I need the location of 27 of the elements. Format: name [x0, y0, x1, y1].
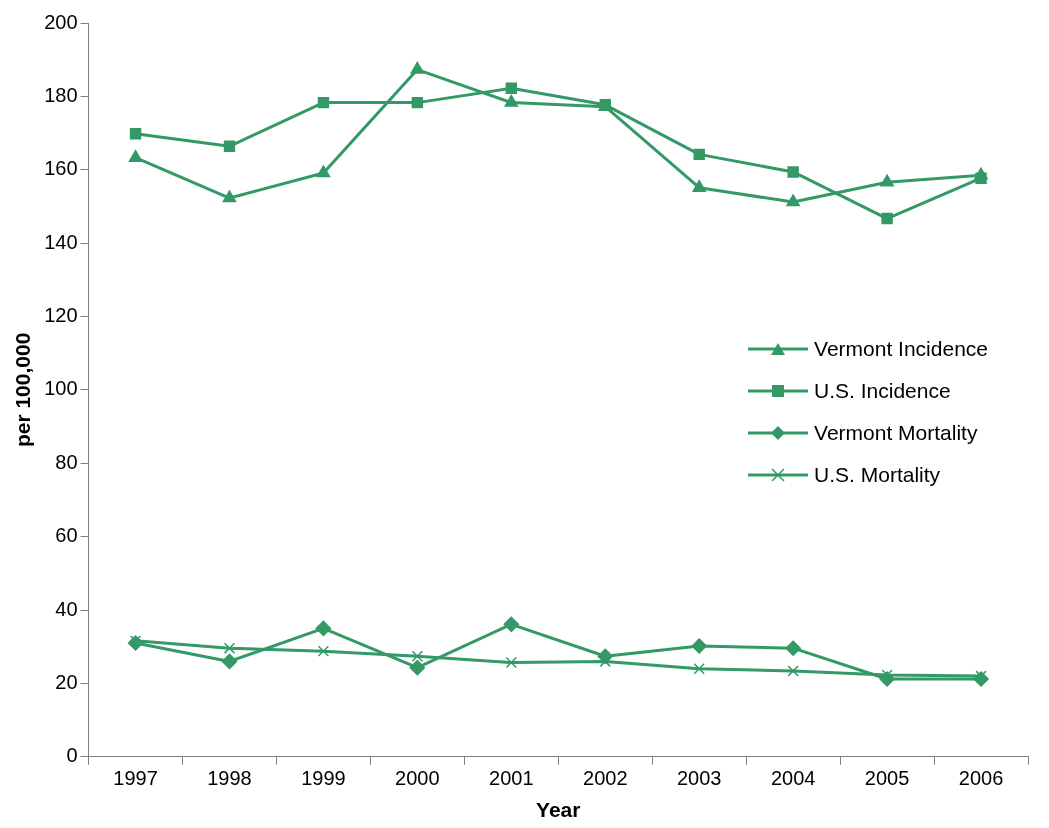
y-tick-label: 100 [44, 377, 78, 400]
y-tick-label: 60 [55, 524, 78, 547]
x-tick-label: 1999 [301, 767, 346, 790]
x-axis-title: Year [536, 798, 581, 822]
x-tick-label: 2004 [770, 767, 816, 790]
y-tick-label: 140 [44, 230, 78, 253]
x-tick-label: 2003 [676, 767, 722, 790]
legend-label: Vermont Incidence [814, 337, 988, 361]
y-tick-label: 120 [44, 304, 78, 327]
x-tick-label: 1998 [207, 767, 252, 790]
y-tick-label: 40 [55, 597, 78, 620]
x-tick-label: 2000 [395, 767, 440, 790]
x-tick-label: 2006 [958, 767, 1004, 790]
legend-label: U.S. Incidence [814, 379, 951, 403]
x-tick-label: 1997 [113, 767, 158, 790]
y-tick-label: 20 [55, 670, 78, 693]
x-tick-label: 2002 [583, 767, 628, 790]
legend-label: U.S. Mortality [814, 463, 941, 487]
y-tick-label: 200 [44, 10, 78, 33]
y-tick-label: 0 [66, 744, 78, 767]
y-tick-label: 160 [44, 157, 78, 180]
x-tick-label: 2005 [864, 767, 910, 790]
y-tick-label: 80 [55, 450, 78, 473]
legend-label: Vermont Mortality [814, 421, 978, 445]
y-tick-label: 180 [44, 83, 78, 106]
y-axis-title: per 100,000 [11, 332, 35, 448]
x-tick-label: 2001 [489, 767, 534, 790]
